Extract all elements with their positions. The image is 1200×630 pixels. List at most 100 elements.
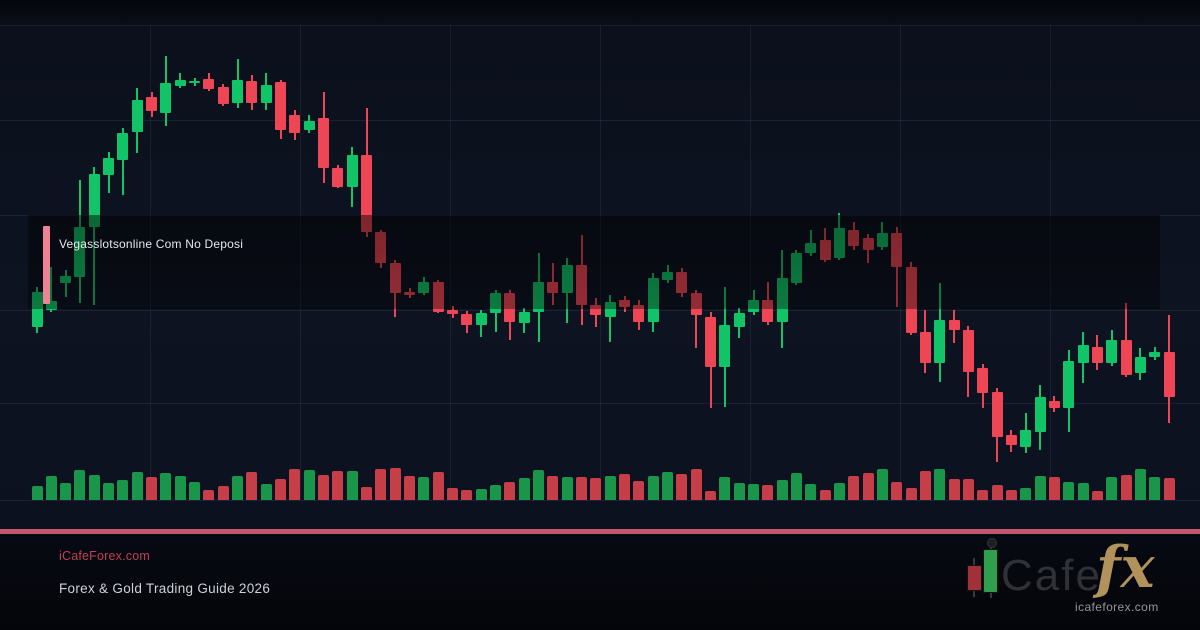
candle-body	[131, 100, 143, 132]
candle-body	[45, 301, 57, 310]
gridline-vertical	[150, 25, 151, 500]
price-marker-bar	[43, 226, 50, 304]
volume-bar	[805, 484, 817, 500]
candle-body	[633, 305, 645, 322]
volume-bar	[905, 488, 917, 500]
volume-bar	[361, 487, 373, 500]
candle-body	[447, 310, 459, 314]
candle-body	[432, 282, 444, 312]
volume-bar	[275, 479, 287, 500]
candle-body	[346, 155, 358, 187]
candle-body	[461, 314, 473, 325]
footer-divider	[0, 529, 1200, 534]
candle-body	[919, 332, 931, 363]
candle-body	[361, 155, 373, 232]
volume-bar	[647, 476, 659, 500]
annotation-label: Vegasslotsonline Com No Deposi	[59, 237, 244, 251]
candle-body	[762, 300, 774, 322]
footer-title: Forex & Gold Trading Guide 2026	[59, 581, 271, 596]
candle-body	[876, 233, 888, 247]
candle-body	[604, 302, 616, 317]
volume-bar	[189, 482, 201, 500]
candle-body	[1034, 397, 1046, 432]
candle-body	[1063, 361, 1075, 408]
candle-body	[705, 317, 716, 367]
candle-body	[203, 79, 215, 89]
volume-bar	[217, 486, 229, 500]
chart-top-margin	[0, 0, 1200, 25]
volume-bar	[318, 475, 330, 500]
volume-bar	[533, 470, 545, 500]
volume-bar	[790, 473, 802, 500]
volume-bar	[1020, 488, 1032, 500]
candle-body	[819, 240, 831, 260]
candle-body	[977, 368, 989, 393]
candle-body	[504, 293, 516, 322]
volume-bar	[504, 482, 516, 500]
gridline-horizontal	[0, 120, 1200, 121]
volume-bar	[174, 476, 186, 500]
candle-body	[576, 265, 588, 305]
candle-body	[991, 392, 1003, 437]
volume-bar	[719, 477, 731, 500]
gridline-vertical	[300, 25, 301, 500]
candle-body	[733, 313, 745, 327]
candle-body	[891, 233, 903, 267]
gridline-vertical	[600, 25, 601, 500]
volume-bar	[619, 474, 631, 500]
volume-bar	[447, 488, 459, 500]
candle-body	[1077, 345, 1089, 363]
candle-body	[1106, 340, 1118, 363]
gridline-horizontal	[0, 215, 1200, 216]
candle-body	[318, 118, 330, 168]
candle-body	[31, 292, 43, 327]
candle-body	[217, 87, 229, 104]
logo-green-candle-icon	[983, 549, 998, 593]
candle-body	[146, 97, 158, 111]
volume-bar	[31, 486, 43, 500]
volume-bar	[332, 471, 344, 500]
volume-bar	[690, 469, 702, 500]
volume-bar	[60, 483, 72, 500]
volume-bar	[590, 478, 602, 500]
logo-dot-icon	[987, 538, 997, 548]
volume-bar	[160, 473, 172, 500]
footer: iCafeForex.com Forex & Gold Trading Guid…	[0, 534, 1200, 630]
candle-body	[475, 313, 487, 325]
volume-bar	[88, 475, 100, 500]
candle-body	[533, 282, 545, 312]
logo-red-candle-icon	[967, 565, 982, 591]
candle-body	[1149, 352, 1161, 357]
volume-bar	[74, 470, 86, 500]
volume-bar	[131, 472, 143, 500]
candle-body	[332, 168, 344, 187]
highlight-band	[28, 215, 1160, 309]
candle-wick	[695, 290, 698, 348]
candle-body	[389, 263, 401, 293]
volume-bar	[547, 476, 559, 500]
gridline-horizontal	[0, 25, 1200, 26]
volume-bar	[676, 474, 688, 500]
volume-bar	[934, 469, 946, 500]
candle-body	[1048, 401, 1060, 408]
candle-body	[160, 83, 172, 113]
candle-body	[375, 232, 387, 263]
candle-body	[275, 82, 287, 130]
candle-body	[690, 293, 702, 315]
gridline-horizontal	[0, 500, 1200, 501]
volume-bar	[117, 480, 129, 500]
candle-body	[1120, 340, 1132, 375]
candle-wick	[50, 267, 53, 312]
candle-body	[232, 80, 244, 103]
candle-body	[1020, 430, 1032, 447]
volume-bar	[876, 469, 888, 500]
volume-bar	[833, 483, 845, 500]
gridline-horizontal	[0, 403, 1200, 404]
volume-bar	[919, 471, 931, 500]
candle-body	[805, 243, 817, 253]
volume-bar	[748, 484, 759, 500]
gridline-vertical	[750, 25, 751, 500]
candle-body	[662, 272, 674, 280]
candle-body	[418, 282, 430, 293]
volume-bar	[289, 469, 301, 500]
